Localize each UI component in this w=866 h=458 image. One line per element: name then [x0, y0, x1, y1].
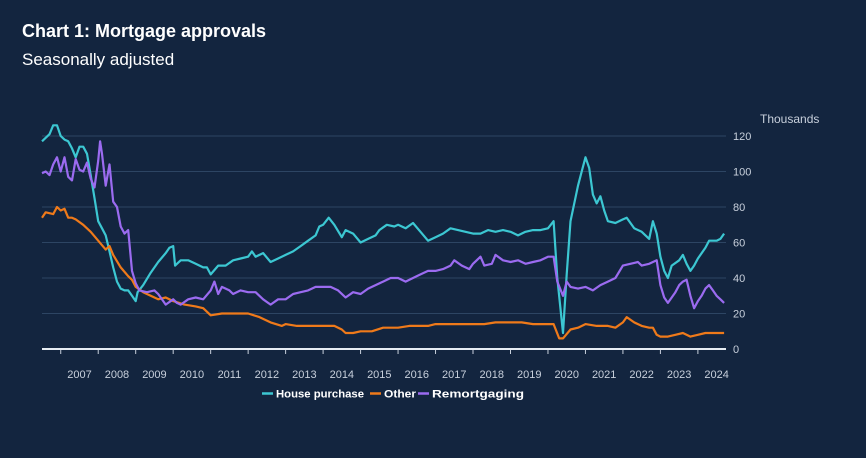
x-tick-label-2016: 2016: [405, 369, 429, 381]
x-tick-label-2019: 2019: [517, 369, 541, 381]
x-tick-label-2023: 2023: [667, 369, 691, 381]
gridlines: [42, 135, 726, 314]
y-tick-label-40: 40: [733, 273, 745, 285]
x-tick-label-2020: 2020: [554, 369, 578, 381]
x-tick-label-2009: 2009: [142, 369, 166, 381]
x-axis-ticks: 2007 2008 2009 2010 2011 2012 2013 2014 2015 2016…: [60, 349, 729, 381]
chart-subtitle: Seasonally adjusted: [22, 50, 175, 69]
legend-label-remortgaging: Remortgaging: [432, 389, 524, 401]
x-tick-label-2017: 2017: [442, 369, 466, 381]
y-tick-label-120: 120: [733, 131, 751, 143]
legend-item-other: Other: [370, 389, 417, 401]
series-line-other: [41, 205, 725, 340]
y-axis-ticks: 0 20 40 60 80 100 120: [733, 131, 751, 356]
y-tick-label-100: 100: [733, 167, 751, 179]
x-tick-label-2012: 2012: [255, 369, 279, 381]
x-tick-label-2014: 2014: [330, 369, 354, 381]
legend-item-remortgaging: Remortgaging: [418, 389, 524, 401]
x-tick-label-2013: 2013: [292, 369, 316, 381]
x-tick-label-2007: 2007: [67, 369, 91, 381]
legend-label-other: Other: [384, 389, 417, 401]
x-tick-label-2021: 2021: [592, 369, 616, 381]
x-tick-label-2010: 2010: [180, 369, 204, 381]
series-line-remortgaging: [41, 140, 725, 310]
x-tick-label-2024: 2024: [704, 369, 728, 381]
chart-title: Chart 1: Mortgage approvals: [22, 21, 267, 41]
y-tick-label-60: 60: [733, 238, 745, 250]
y-tick-label-0: 0: [733, 344, 739, 356]
x-tick-label-2008: 2008: [105, 369, 129, 381]
legend-item-house-purchase: House purchase: [262, 389, 364, 401]
x-tick-label-2022: 2022: [629, 369, 653, 381]
y-axis-unit-label: Thousands: [760, 112, 819, 126]
x-tick-label-2011: 2011: [218, 369, 242, 381]
y-tick-label-80: 80: [733, 202, 745, 214]
series-line-house-purchase: [41, 124, 726, 335]
x-tick-label-2018: 2018: [480, 369, 504, 381]
x-tick-label-2015: 2015: [367, 369, 391, 381]
legend-label-house-purchase: House purchase: [276, 389, 364, 401]
y-tick-label-20: 20: [733, 309, 745, 321]
series-lines: [41, 124, 726, 340]
legend: House purchase Other Remortgaging: [262, 389, 524, 401]
